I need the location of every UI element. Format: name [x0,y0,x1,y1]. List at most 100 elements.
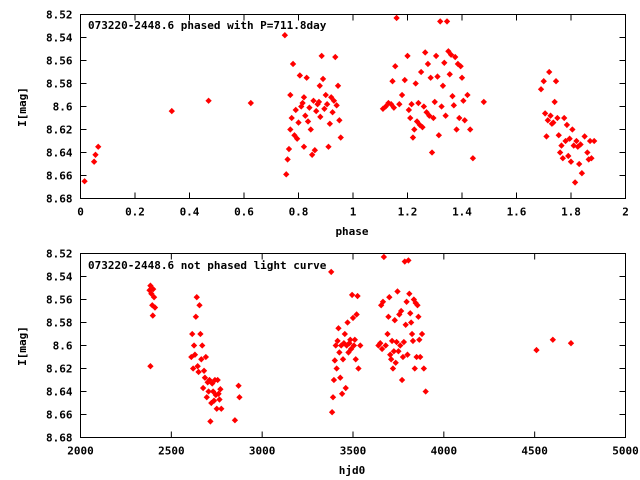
data-point [549,336,556,343]
data-point [467,126,474,133]
data-point [430,114,437,122]
data-point [352,356,359,363]
data-point [550,119,557,126]
data-point [392,359,399,366]
y-tick-label: 8.66 [46,409,73,422]
data-point [398,376,406,384]
data-point [338,390,346,397]
data-point [427,74,434,81]
data-point [409,337,417,345]
data-point [389,365,397,372]
data-point [398,91,406,99]
x-axis-ticks: 0 0.2 0.4 0.6 0.8 1 1.2 1.4 1.6 1.8 2 [77,14,629,219]
data-point [357,342,364,349]
data-point [315,98,323,106]
data-point [437,18,444,25]
data-point [191,351,199,358]
data-point [401,76,408,84]
y-tick-label: 8.54 [46,32,73,45]
data-point [428,149,436,156]
data-point [247,99,254,107]
data-point [397,342,404,349]
data-point [348,345,355,353]
data-point [409,134,417,141]
data-point [95,143,102,150]
x-tick-label: 0.2 [125,206,145,219]
data-point [328,268,335,276]
y-tick-label: 8.6 [53,101,73,114]
y-axis-ticks: 8.52 8.54 8.56 8.58 8.6 8.62 8.64 8.66 8.68 [46,9,626,206]
data-point [404,52,411,60]
data-point [577,141,584,148]
data-point [316,82,323,89]
data-point [339,356,347,363]
data-point [289,60,297,68]
data-point [217,386,224,393]
data-point [329,109,336,116]
data-point [322,91,329,99]
y-tick-label: 8.62 [46,363,73,376]
data-point [192,313,200,320]
data-point [445,48,452,55]
data-point [544,117,552,124]
plot-frame [80,14,626,199]
data-point [450,102,457,109]
data-point [318,52,325,60]
data-point [335,325,342,332]
data-point [392,63,399,70]
data-point [558,142,565,149]
data-point [348,291,356,299]
data-point [569,126,576,133]
data-point [346,340,353,347]
x-tick-label: 4000 [431,445,458,458]
data-point [235,382,242,389]
data-point [90,158,98,165]
data-point [205,97,212,104]
data-point [378,345,386,353]
data-point [308,151,316,158]
data-point [337,134,344,141]
data-point [566,135,573,142]
data-point [189,330,196,338]
data-point [464,91,471,99]
data-point [150,294,158,301]
data-point [207,418,214,425]
data-point [415,99,422,107]
data-point [321,105,328,112]
data-point [408,330,416,338]
data-point [416,336,423,343]
data-point [299,99,306,107]
data-point [387,101,395,108]
data-point [456,114,463,122]
data-point [422,388,429,395]
y-tick-label: 8.54 [46,271,73,284]
data-point [92,151,99,158]
plot-title: 073220-2448.6 phased with P=711.8day [88,19,327,32]
data-point [588,155,595,162]
data-point [552,78,560,85]
data-point [395,348,402,355]
data-point [400,338,408,346]
y-tick-label: 8.56 [46,294,73,307]
data-point [406,290,413,297]
data-point [435,132,443,139]
data-point [209,380,216,387]
y-tick-label: 8.56 [46,55,73,68]
data-point [236,394,243,401]
data-point [351,336,358,343]
data-point [349,314,357,322]
data-point [457,63,464,70]
data-point [441,59,448,66]
data-point [202,353,210,361]
data-point [431,98,438,106]
data-point [193,294,200,301]
phased-light-curve-plot: 0 0.2 0.4 0.6 0.8 1 1.2 1.4 1.6 1.8 2 8.52 8.54 8.56… [16,9,629,239]
data-point [567,158,575,165]
data-point [300,143,308,150]
data-point [350,342,358,349]
y-tick-label: 8.64 [46,147,73,160]
data-point [197,330,204,338]
data-point [439,82,447,89]
data-point [394,288,401,295]
